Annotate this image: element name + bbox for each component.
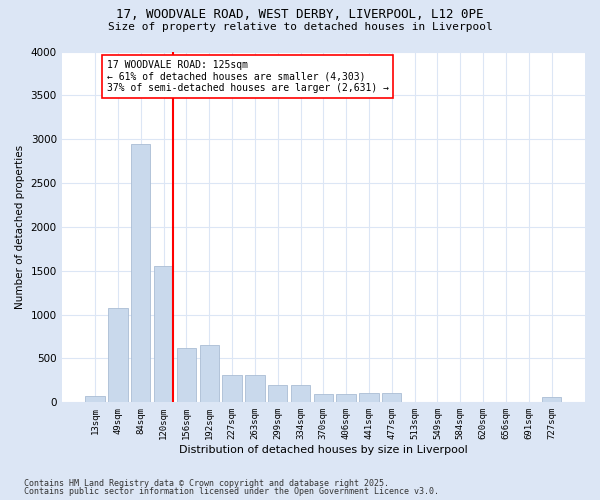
Bar	[382, 392, 401, 402]
Bar	[200, 346, 219, 403]
Text: 17, WOODVALE ROAD, WEST DERBY, LIVERPOOL, L12 0PE: 17, WOODVALE ROAD, WEST DERBY, LIVERPOOL…	[116, 8, 484, 20]
Bar	[85, 396, 105, 402]
Bar	[245, 375, 265, 402]
Bar	[223, 375, 242, 402]
Bar	[542, 397, 561, 402]
Bar	[268, 385, 287, 402]
Bar	[314, 394, 333, 402]
X-axis label: Distribution of detached houses by size in Liverpool: Distribution of detached houses by size …	[179, 445, 468, 455]
Bar	[131, 144, 151, 402]
Bar	[154, 266, 173, 402]
Bar	[108, 308, 128, 402]
Bar	[359, 392, 379, 402]
Bar	[291, 385, 310, 402]
Text: 17 WOODVALE ROAD: 125sqm
← 61% of detached houses are smaller (4,303)
37% of sem: 17 WOODVALE ROAD: 125sqm ← 61% of detach…	[107, 60, 389, 94]
Text: Contains HM Land Registry data © Crown copyright and database right 2025.: Contains HM Land Registry data © Crown c…	[24, 478, 389, 488]
Text: Size of property relative to detached houses in Liverpool: Size of property relative to detached ho…	[107, 22, 493, 32]
Text: Contains public sector information licensed under the Open Government Licence v3: Contains public sector information licen…	[24, 487, 439, 496]
Y-axis label: Number of detached properties: Number of detached properties	[15, 145, 25, 309]
Bar	[177, 348, 196, 403]
Bar	[337, 394, 356, 402]
